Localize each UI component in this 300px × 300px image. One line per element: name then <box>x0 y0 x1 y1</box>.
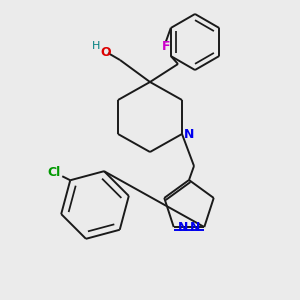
Text: H: H <box>92 41 100 51</box>
Text: Cl: Cl <box>48 166 61 179</box>
Text: O: O <box>101 46 111 59</box>
Text: N: N <box>184 128 194 140</box>
Text: F: F <box>161 40 170 52</box>
Text: N: N <box>190 220 200 233</box>
Text: N: N <box>178 220 188 233</box>
